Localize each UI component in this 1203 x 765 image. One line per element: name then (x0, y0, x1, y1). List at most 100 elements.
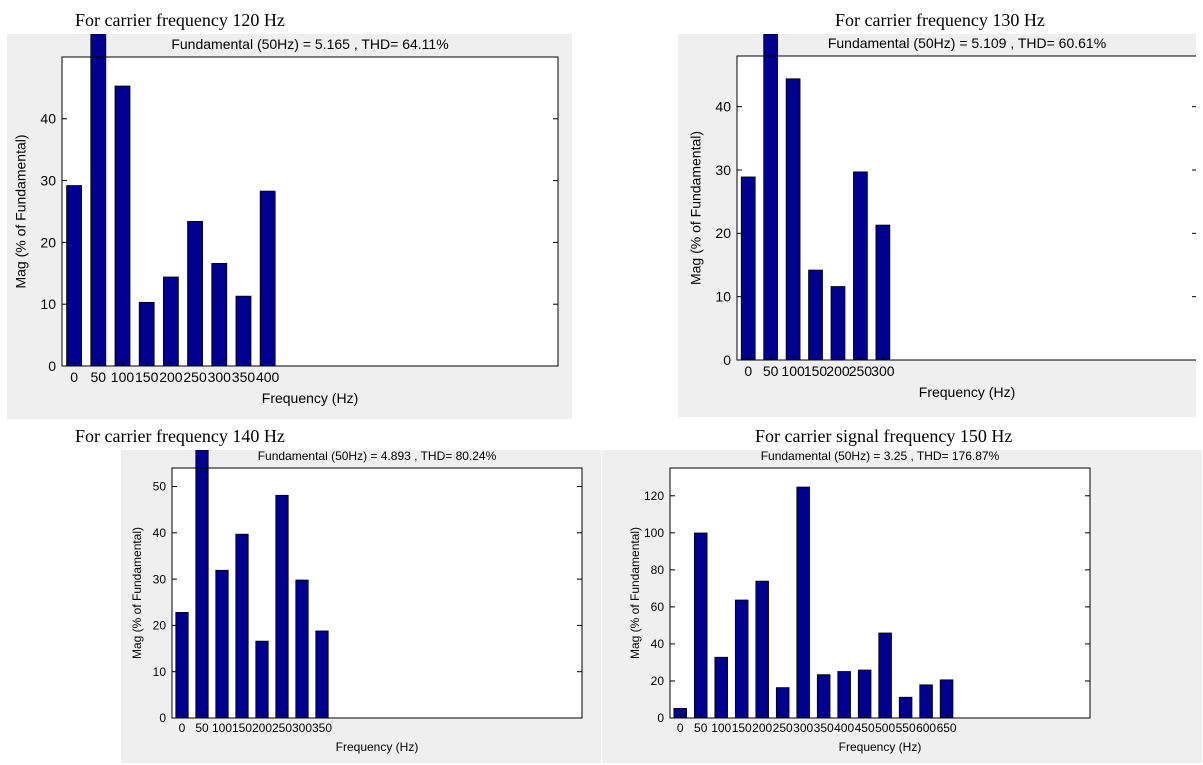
chart-1-axes-background (62, 57, 558, 366)
chart-1-axes-box (61, 56, 559, 367)
chart-4-bar-100 (714, 656, 728, 719)
chart-4-bar-600 (919, 684, 933, 719)
chart-4-caption: For carrier signal frequency 150 Hz (755, 426, 1013, 446)
chart-4-ytick-label: 100 (644, 526, 664, 540)
chart-1-bar-400 (259, 190, 276, 367)
chart-panel-1: 0 10 20 30 40 0 50 100 150 200 250 300 350 400 Fundame… (7, 34, 572, 419)
chart-4-xtick-label: 450 (855, 721, 875, 735)
chart-2-xtick-label: 150 (804, 363, 828, 379)
chart-4-xtick-label: 200 (752, 721, 772, 735)
chart-1-bar-0 (66, 185, 82, 367)
chart-4-ytick-label: 80 (651, 563, 665, 577)
chart-2-xtick-label: 50 (763, 363, 779, 379)
chart-4-xtick-label: 400 (834, 721, 854, 735)
chart-4-xtick-label: 550 (896, 721, 916, 735)
chart-4-xtick-label: 150 (732, 721, 752, 735)
chart-4-ylabel: Mag (% of Fundamental) (628, 527, 642, 659)
chart-1-bar-200 (162, 276, 179, 367)
chart-1-ytick-label: 20 (40, 234, 56, 250)
chart-4-xtick-label: 50 (694, 721, 708, 735)
chart-2-bar-300 (875, 224, 891, 361)
chart-4-bar-400 (837, 671, 851, 719)
chart-3-ytick-label: 0 (159, 711, 166, 725)
chart-3-xtick-label: 0 (179, 721, 186, 735)
chart-2-caption: For carrier frequency 130 Hz (835, 10, 1045, 30)
chart-3-axes-background (172, 468, 582, 718)
chart-2-title: Fundamental (50Hz) = 5.109 , THD= 60.61% (828, 35, 1106, 51)
chart-1-bar-350 (235, 295, 252, 367)
chart-4-xtick-label: 650 (937, 721, 957, 735)
chart-1-ytick-label: 10 (40, 296, 56, 312)
chart-2-ytick-label: 30 (715, 162, 731, 178)
chart-2-xtick-label: 0 (744, 363, 752, 379)
chart-3-bar-0 (175, 612, 189, 719)
chart-3-ytick-label: 10 (153, 665, 167, 679)
chart-3-bar-50 (195, 450, 209, 719)
chart-panel-4: 0 20 40 60 80 100 120 0 50 100 150 200 250 300 350 400 4… (602, 450, 1202, 763)
chart-panel-3: 0 10 20 30 40 50 0 50 100 150 200 250 300 350 Fundamen… (121, 450, 601, 763)
chart-1-xtick-label: 50 (91, 369, 107, 385)
chart-1-xtick-label: 150 (135, 369, 159, 385)
chart-1-title: Fundamental (50Hz) = 5.165 , THD= 64.11% (171, 36, 448, 52)
chart-1-bar-150 (138, 301, 155, 367)
chart-3-bar-300 (295, 579, 309, 719)
chart-4-xtick-label: 0 (677, 721, 684, 735)
chart-1-xtick-label: 0 (70, 369, 78, 385)
chart-4-axes-box (669, 467, 1091, 719)
chart-3-xtick-label: 350 (312, 721, 332, 735)
chart-1-xtick-label: 100 (111, 369, 135, 385)
chart-4-xtick-label: 350 (814, 721, 834, 735)
chart-2-ytick-label: 20 (715, 225, 731, 241)
chart-1-caption: For carrier frequency 120 Hz (75, 10, 285, 30)
chart-3-bar-150 (235, 533, 249, 719)
chart-3-axes-box (171, 467, 583, 719)
chart-4-ytick-label: 120 (644, 489, 664, 503)
chart-4-bar-300 (796, 486, 810, 719)
chart-4-xtick-label: 500 (875, 721, 895, 735)
chart-4-bar-650 (939, 679, 954, 719)
chart-2-bar-0 (740, 176, 756, 361)
chart-1-bar-50 (90, 34, 107, 367)
chart-4-xtick-label: 100 (711, 721, 731, 735)
chart-1-xtick-label: 200 (159, 369, 183, 385)
chart-1-bar-250 (187, 220, 203, 367)
chart-3-bar-350 (315, 630, 329, 719)
chart-1-ytick-label: 0 (48, 358, 56, 374)
chart-4-bar-200 (755, 580, 769, 719)
chart-4-ytick-label: 20 (651, 674, 665, 688)
chart-3-xtick-label: 50 (195, 721, 209, 735)
chart-1-xtick-label: 400 (256, 369, 280, 385)
chart-2-xtick-label: 300 (871, 363, 895, 379)
chart-4-bar-50 (693, 532, 708, 719)
chart-3-xtick-label: 300 (292, 721, 312, 735)
chart-1-ytick-label: 40 (40, 111, 56, 127)
chart-2-xtick-label: 200 (826, 363, 850, 379)
chart-1-bar-300 (211, 263, 228, 367)
chart-3-ylabel: Mag (% of Fundamental) (130, 527, 144, 659)
chart-4-bar-150 (734, 599, 749, 719)
chart-2-bar-250 (853, 171, 868, 361)
chart-2-ytick-label: 10 (715, 289, 731, 305)
chart-1-xtick-label: 350 (232, 369, 256, 385)
chart-2-ylabel: Mag (% of Fundamental) (688, 131, 704, 285)
chart-2-bar-50 (763, 34, 779, 361)
chart-3-xtick-label: 100 (212, 721, 232, 735)
chart-2-bar-150 (808, 269, 823, 361)
chart-2-svg: 0 10 20 30 40 0 50 100 150 200 250 300 Fundamental (… (688, 34, 1196, 400)
chart-3-xtick-label: 150 (232, 721, 252, 735)
chart-2-axes-box (736, 55, 1196, 361)
chart-3-bar-100 (215, 569, 229, 719)
chart-3-xlabel: Frequency (Hz) (336, 740, 419, 754)
chart-1-xtick-label: 300 (208, 369, 232, 385)
chart-2-axes-background (737, 56, 1196, 360)
chart-2-xtick-label: 100 (781, 363, 805, 379)
chart-3-ytick-label: 20 (153, 619, 167, 633)
chart-3-ytick-label: 50 (153, 480, 167, 494)
chart-4-xtick-label: 600 (916, 721, 936, 735)
chart-2-bar-100 (785, 78, 801, 361)
chart-1-xlabel: Frequency (Hz) (262, 390, 358, 406)
chart-3-caption: For carrier frequency 140 Hz (75, 426, 285, 446)
chart-2-xlabel: Frequency (Hz) (919, 384, 1015, 400)
